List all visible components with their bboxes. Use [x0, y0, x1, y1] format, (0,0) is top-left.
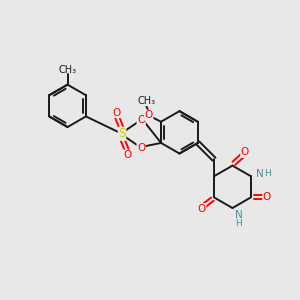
Text: O: O — [198, 204, 206, 214]
Text: S: S — [118, 127, 126, 140]
Text: N: N — [235, 210, 243, 220]
Text: O: O — [145, 110, 153, 120]
Text: CH₃: CH₃ — [137, 95, 155, 106]
Text: O: O — [123, 150, 131, 160]
Text: CH₃: CH₃ — [58, 65, 76, 75]
Text: O: O — [137, 143, 145, 153]
Text: O: O — [112, 108, 121, 118]
Text: O: O — [263, 192, 271, 203]
Text: H: H — [265, 169, 271, 178]
Text: N: N — [256, 169, 264, 179]
Text: O: O — [241, 147, 249, 158]
Text: H: H — [236, 219, 242, 228]
Text: O: O — [137, 115, 145, 125]
